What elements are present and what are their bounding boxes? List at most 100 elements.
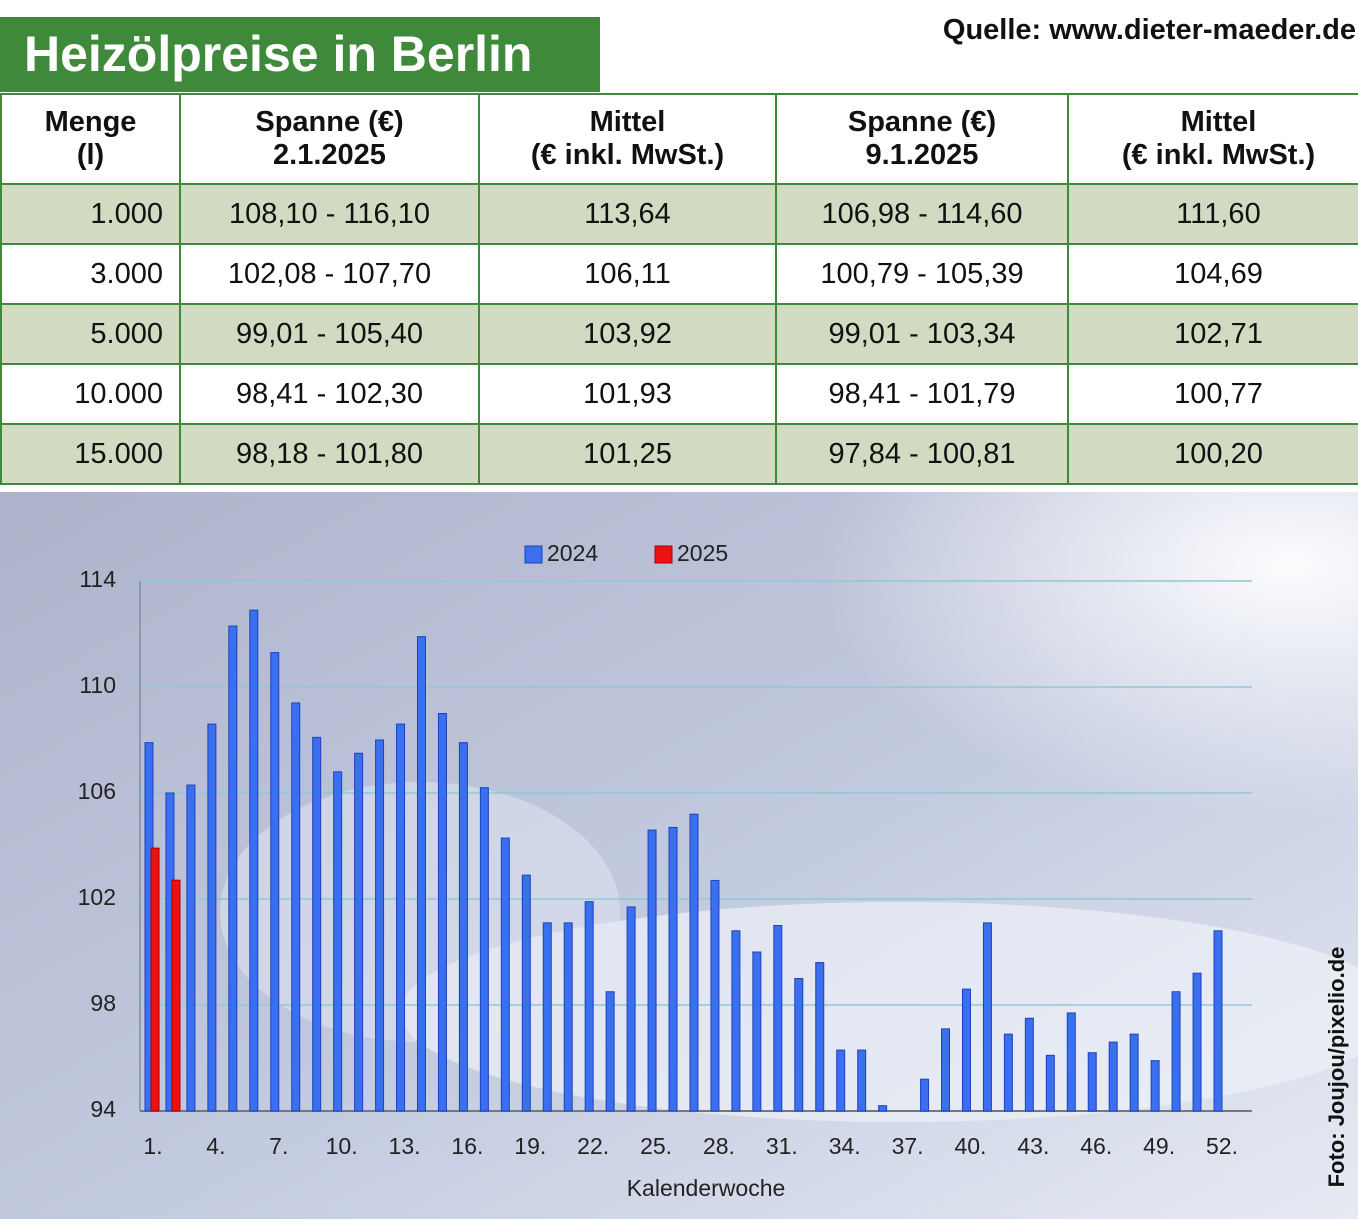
header-line: (€ inkl. MwSt.) xyxy=(530,139,725,171)
table-cell: 3.000 xyxy=(0,243,181,305)
bar xyxy=(186,784,196,1112)
cloud xyxy=(400,902,1358,1122)
x-tick-label: 43. xyxy=(1017,1133,1049,1159)
bar xyxy=(1087,1052,1097,1112)
x-tick-label: 28. xyxy=(703,1133,735,1159)
bar xyxy=(291,702,301,1112)
bar xyxy=(689,813,699,1112)
x-tick-label: 34. xyxy=(829,1133,861,1159)
table-cell: 104,69 xyxy=(1067,243,1358,305)
x-tick-label: 22. xyxy=(577,1133,609,1159)
bar xyxy=(171,879,181,1112)
x-tick-label: 40. xyxy=(954,1133,986,1159)
x-tick-label: 7. xyxy=(269,1133,288,1159)
bar xyxy=(982,922,992,1112)
chart: Kalenderwoche Foto: Joujou/pixelio.de 94… xyxy=(0,492,1358,1219)
bar xyxy=(563,922,573,1112)
bar xyxy=(605,991,615,1112)
table-cell: 100,77 xyxy=(1067,363,1358,425)
table-cell: 108,10 - 116,10 xyxy=(179,183,480,245)
table-cell: 113,64 xyxy=(478,183,777,245)
bar xyxy=(1003,1033,1013,1112)
header-line: (€ inkl. MwSt.) xyxy=(1121,139,1316,171)
bar xyxy=(920,1078,930,1112)
legend-label: 2025 xyxy=(677,540,728,566)
bar xyxy=(479,787,489,1112)
bar xyxy=(333,771,343,1112)
bar xyxy=(1108,1041,1118,1112)
header-line: Menge xyxy=(44,106,137,138)
bar xyxy=(1192,972,1202,1112)
bar xyxy=(941,1028,951,1112)
x-tick-label: 4. xyxy=(206,1133,225,1159)
table-cell: 99,01 - 103,34 xyxy=(775,303,1069,365)
header-row: Menge (l) Spanne (€) 2.1.2025 Mittel (€ inkl.… xyxy=(0,93,1358,185)
bar xyxy=(668,826,678,1112)
photo-credit: Foto: Joujou/pixelio.de xyxy=(1324,947,1349,1188)
table-cell: 106,98 - 114,60 xyxy=(775,183,1069,245)
table-row: 3.000 102,08 - 107,70 106,11 100,79 - 105,3… xyxy=(0,243,1358,305)
bar xyxy=(500,837,510,1112)
bar xyxy=(150,847,160,1112)
table-row: 5.000 99,01 - 105,40 103,92 99,01 - 103,34 1… xyxy=(0,303,1358,365)
table-cell: 100,79 - 105,39 xyxy=(775,243,1069,305)
price-table: Menge (l) Spanne (€) 2.1.2025 Mittel (€ inkl.… xyxy=(0,93,1358,485)
bar xyxy=(710,879,720,1112)
page-title: Heizölpreise in Berlin xyxy=(0,17,600,92)
header-cell: Menge (l) xyxy=(0,93,181,185)
table-cell: 111,60 xyxy=(1067,183,1358,245)
bar xyxy=(270,652,280,1112)
x-tick-label: 49. xyxy=(1143,1133,1175,1159)
x-axis-title: Kalenderwoche xyxy=(627,1175,786,1201)
header-cell: Mittel (€ inkl. MwSt.) xyxy=(1067,93,1358,185)
legend-label: 2024 xyxy=(547,540,598,566)
bar xyxy=(521,874,531,1112)
bar xyxy=(1066,1012,1076,1112)
header-cell: Spanne (€) 2.1.2025 xyxy=(179,93,480,185)
bar xyxy=(1171,991,1181,1112)
header-cell: Spanne (€) 9.1.2025 xyxy=(775,93,1069,185)
table-cell: 98,18 - 101,80 xyxy=(179,423,480,485)
bar xyxy=(228,625,238,1112)
table-cell: 101,93 xyxy=(478,363,777,425)
x-tick-label: 52. xyxy=(1206,1133,1238,1159)
x-tick-label: 10. xyxy=(326,1133,358,1159)
bar xyxy=(1024,1017,1034,1112)
table-row: 15.000 98,18 - 101,80 101,25 97,84 - 100,81… xyxy=(0,423,1358,485)
bar xyxy=(731,930,741,1112)
x-tick-label: 16. xyxy=(451,1133,483,1159)
y-tick-label: 98 xyxy=(90,990,116,1016)
x-tick-label: 37. xyxy=(892,1133,924,1159)
table-cell: 10.000 xyxy=(0,363,181,425)
table-cell: 99,01 - 105,40 xyxy=(179,303,480,365)
table-row: 1.000 108,10 - 116,10 113,64 106,98 - 114,6… xyxy=(0,183,1358,245)
header-line: Mittel xyxy=(1180,106,1257,138)
header-line: Spanne (€) xyxy=(847,106,997,138)
bar xyxy=(1213,930,1223,1112)
bar xyxy=(815,962,825,1112)
y-tick-label: 110 xyxy=(79,672,116,698)
table-cell: 102,71 xyxy=(1067,303,1358,365)
bar xyxy=(249,609,259,1112)
bar xyxy=(375,739,385,1112)
legend-swatch xyxy=(524,545,543,564)
bar xyxy=(312,736,322,1112)
bar xyxy=(836,1049,846,1112)
header-line: 2.1.2025 xyxy=(273,139,386,171)
header-line: (l) xyxy=(76,139,105,171)
source: Quelle: www.dieter-maeder.de xyxy=(942,14,1356,46)
x-tick-label: 31. xyxy=(766,1133,798,1159)
table-cell: 1.000 xyxy=(0,183,181,245)
table-cell: 5.000 xyxy=(0,303,181,365)
header-line: Mittel xyxy=(589,106,666,138)
x-tick-label: 46. xyxy=(1080,1133,1112,1159)
bar xyxy=(857,1049,867,1112)
bar xyxy=(794,978,804,1112)
bar xyxy=(961,988,971,1112)
bar xyxy=(752,951,762,1112)
x-tick-label: 1. xyxy=(143,1133,162,1159)
bar xyxy=(542,922,552,1112)
y-tick-label: 102 xyxy=(78,884,116,910)
bar xyxy=(416,636,426,1112)
